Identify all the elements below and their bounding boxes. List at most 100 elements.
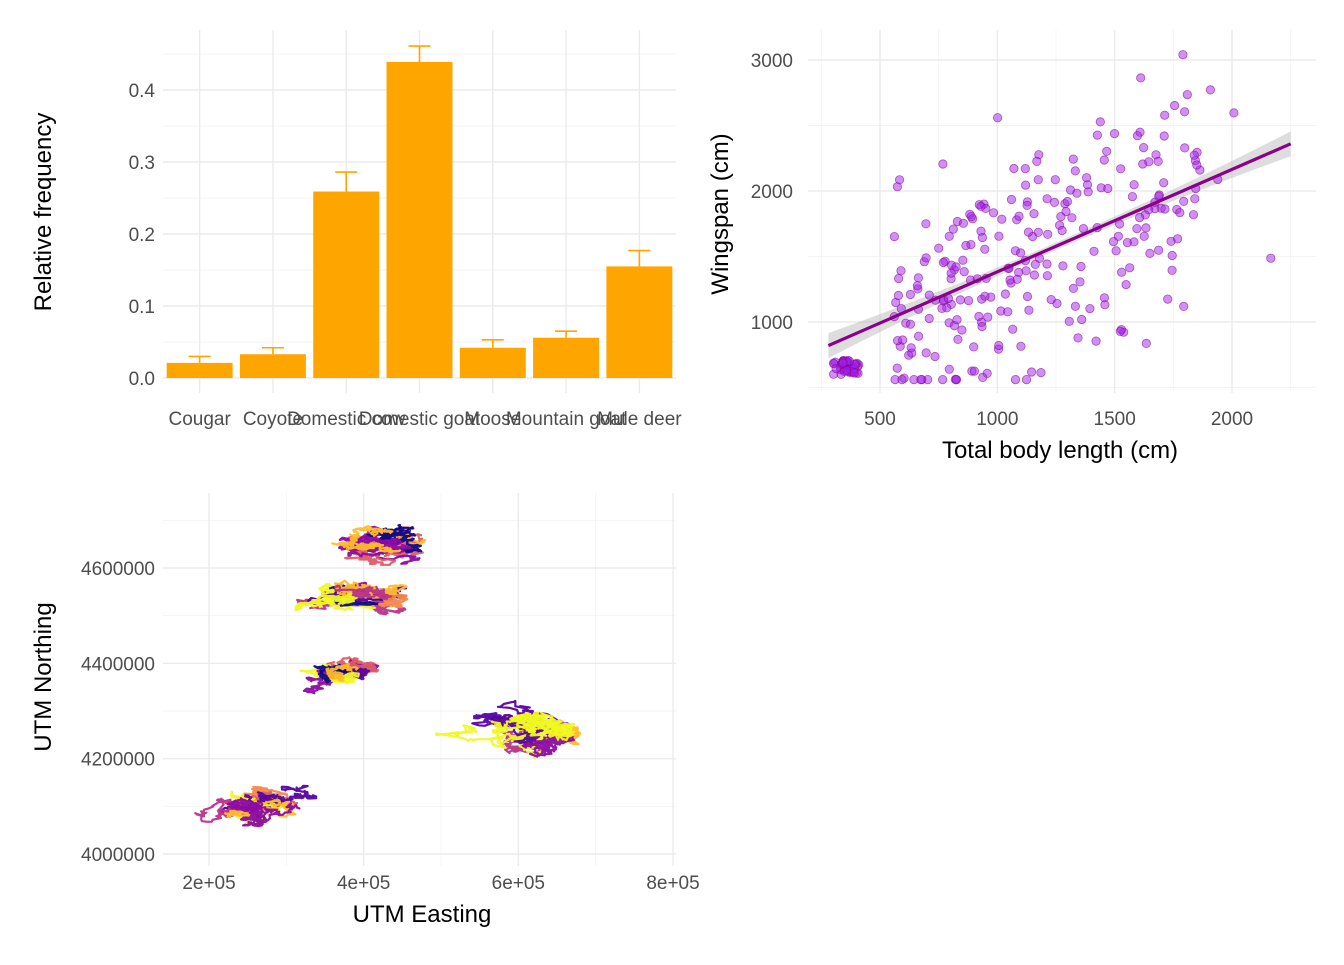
- map-x-tick-label: 4e+05: [337, 873, 390, 894]
- scatter-point: [1077, 314, 1087, 325]
- scatter-point: [1189, 150, 1199, 160]
- scatter-point: [1205, 85, 1216, 95]
- scatter-point: [1036, 367, 1046, 378]
- scatter-point: [969, 366, 980, 376]
- scatter-point: [1179, 301, 1189, 311]
- scatter-point: [976, 201, 986, 211]
- scatter-point: [1182, 90, 1192, 100]
- scatter-point: [1014, 211, 1024, 221]
- scatter-point: [921, 348, 931, 358]
- scatter-point: [1043, 229, 1053, 239]
- scatter-point: [1042, 259, 1052, 269]
- scatter-y-tick-label: 2000: [751, 182, 793, 203]
- bar: [239, 354, 306, 378]
- bar: [313, 191, 380, 378]
- scatter-point: [1042, 271, 1053, 281]
- scatter-point: [937, 303, 947, 313]
- scatter-point: [1050, 175, 1060, 185]
- scatter-point: [1179, 196, 1189, 206]
- scatter-point: [938, 257, 949, 268]
- scatter-point: [980, 244, 990, 254]
- scatter-point: [1073, 333, 1083, 343]
- scatter-point: [1006, 194, 1017, 205]
- scatter-point: [1170, 100, 1180, 111]
- scatter-point: [894, 175, 905, 185]
- scatter-point: [930, 351, 940, 362]
- scatter-point: [934, 243, 944, 253]
- scatter-point: [1016, 248, 1026, 258]
- scatter-point: [1070, 301, 1081, 311]
- animal-track: [340, 588, 409, 609]
- bar: [166, 362, 233, 378]
- map-y-tick-label: 4000000: [81, 845, 155, 866]
- scatter-point: [1021, 374, 1032, 385]
- scatter-point: [1125, 263, 1135, 273]
- scatter-point: [938, 159, 948, 169]
- scatter-point: [921, 253, 931, 263]
- scatter-point: [1042, 194, 1052, 204]
- scatter-point: [1058, 261, 1068, 271]
- scatter-point: [994, 231, 1004, 241]
- scatter-point: [1160, 204, 1170, 214]
- animal-track: [325, 663, 359, 683]
- animal-track: [511, 711, 573, 735]
- trend-line: [827, 142, 1292, 348]
- scatter-point: [1032, 156, 1042, 166]
- scatter-point: [1159, 131, 1169, 141]
- scatter-point: [1076, 261, 1086, 272]
- scatter-point: [1153, 156, 1163, 166]
- animal-track: [522, 732, 575, 758]
- scatter-point: [1178, 50, 1188, 60]
- scatter-point: [959, 266, 969, 277]
- scatter-point: [1024, 305, 1034, 315]
- scatter-point: [1085, 303, 1095, 314]
- scatter-point: [944, 231, 954, 241]
- bar-x-tick-label: Moose: [464, 409, 521, 430]
- scatter-x-tick-label: 2000: [1211, 409, 1253, 430]
- scatter-point: [1033, 175, 1043, 185]
- scatter-point: [1070, 166, 1080, 176]
- scatter-point: [1188, 210, 1199, 220]
- scatter-point: [1115, 326, 1125, 336]
- scatter-point: [963, 295, 974, 306]
- scatter-point: [976, 317, 987, 327]
- scatter-point: [1180, 107, 1190, 117]
- scatter-point: [1029, 209, 1039, 219]
- scatter-point: [1159, 178, 1169, 188]
- scatter-point: [1049, 197, 1060, 207]
- bar-x-tick-label: Cougar: [168, 409, 231, 430]
- scatter-point: [924, 290, 934, 300]
- scatter-point: [1027, 367, 1037, 377]
- scatter-point: [1023, 227, 1034, 237]
- scatter-point: [905, 319, 916, 329]
- scatter-point: [1030, 259, 1040, 269]
- scatter-point: [1020, 164, 1030, 174]
- scatter-y-tick-label: 3000: [751, 51, 793, 72]
- scatter-point: [921, 219, 931, 229]
- scatter-point: [1072, 188, 1082, 198]
- scatter-point: [1022, 200, 1032, 210]
- scatter-point: [1127, 192, 1138, 202]
- scatter-point: [1141, 223, 1151, 233]
- scatter-point: [1091, 336, 1101, 346]
- scatter-point: [946, 268, 956, 278]
- map-panel: 4000000 4200000 4400000 4600000 2e+05 4e+05 6…: [30, 493, 700, 928]
- scatter-point: [988, 208, 999, 218]
- scatter-point: [905, 289, 916, 300]
- scatter-point: [1129, 180, 1139, 190]
- bar: [386, 61, 453, 379]
- bar-y-tick-label: 0.3: [129, 153, 155, 174]
- scatter-point: [849, 368, 860, 378]
- scatter-point: [1056, 212, 1066, 222]
- scatter-point: [889, 232, 900, 242]
- scatter-point: [1173, 234, 1183, 244]
- scatter-point: [1167, 265, 1177, 275]
- map-ylabel: UTM Northing: [30, 602, 57, 751]
- scatter-point: [1111, 246, 1121, 256]
- scatter-point: [976, 226, 986, 236]
- map-y-tick-label: 4600000: [81, 559, 155, 580]
- bar-x-tick-label: Mule deer: [597, 409, 682, 430]
- scatter-point: [1180, 143, 1190, 153]
- scatter-point: [1009, 163, 1019, 174]
